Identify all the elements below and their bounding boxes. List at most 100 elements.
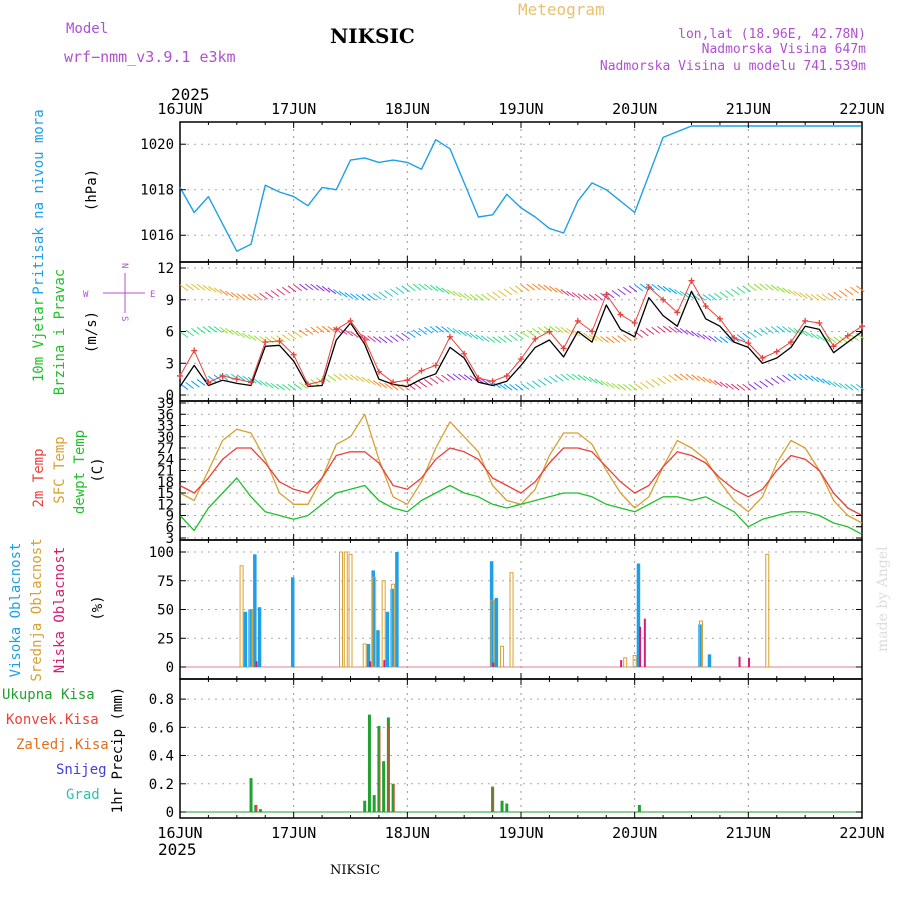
wind-barb: [634, 383, 643, 390]
wind-barb: [742, 285, 751, 293]
wind-barb: [492, 381, 501, 389]
wind-barb: [372, 380, 382, 387]
wind-barb: [685, 329, 695, 337]
wind-barb: [407, 331, 416, 338]
wind-barb: [657, 326, 666, 333]
y-tick-label: 3: [166, 356, 174, 372]
cloud-mid-bar: [391, 583, 396, 668]
wind-barb: [276, 335, 285, 343]
wind-barb: [407, 383, 416, 390]
cloud-high-bar: [707, 654, 712, 667]
wind-barb: [321, 285, 331, 293]
wind-barb: [270, 382, 280, 390]
wind-barb: [361, 376, 371, 384]
wind-ylabel: (m/s): [84, 311, 100, 353]
wind-barb: [742, 383, 751, 391]
wind-barb: [338, 290, 348, 298]
wind-barb: [821, 378, 831, 386]
wind-barb: [583, 332, 592, 340]
cloud-high-bar: [395, 552, 399, 667]
wind-barb: [804, 293, 814, 301]
wind-barb: [679, 327, 689, 335]
wind-barb: [446, 289, 456, 296]
wind-barb: [674, 373, 683, 381]
wind-barb: [532, 327, 541, 335]
y-tick-label: 9: [166, 293, 174, 309]
wind-barb: [412, 283, 422, 291]
wind-barb: [526, 329, 535, 337]
wind-barb: [628, 285, 638, 293]
y-tick-label: 33: [157, 419, 174, 435]
wind-barb: [827, 380, 837, 387]
cloud-mid-bar: [239, 565, 244, 668]
wind-barb: [708, 335, 717, 343]
wind-compass: N W E S: [83, 263, 155, 321]
wind-barb: [651, 326, 661, 334]
cloud-high-bar: [636, 563, 641, 667]
wind-barb: [509, 384, 518, 391]
wind-barb: [725, 336, 734, 343]
cloud-high-bar: [290, 577, 295, 667]
wind-barb: [344, 292, 354, 299]
cloud-low-bar: [255, 661, 258, 667]
wind-barb: [304, 283, 314, 291]
cloud-high-bar: [385, 611, 390, 667]
y-tick-label: 24: [157, 452, 174, 468]
wind-barb: [497, 382, 507, 390]
day-label-top: 17JUN: [271, 100, 316, 118]
wind-barb: [372, 292, 382, 300]
wind-barb: [429, 284, 439, 292]
precip-total-bar: [249, 778, 253, 812]
wind-barb: [600, 380, 609, 387]
wind-barb: [679, 290, 689, 298]
precip-total-bar: [363, 800, 367, 812]
wind-barb: [350, 374, 359, 382]
wind-speed-line: [179, 290, 863, 388]
wind-barb: [219, 289, 229, 296]
wind-barb: [316, 284, 325, 292]
wind-barb: [497, 290, 507, 297]
wind-barb: [509, 286, 518, 294]
wind-barb: [202, 326, 212, 333]
wind-barb: [526, 283, 535, 291]
wind-barb: [833, 291, 842, 299]
cloud-low-bar: [620, 660, 623, 667]
footer-station: NIKSIC: [330, 863, 380, 878]
wind-barb: [242, 293, 251, 301]
wind-barb: [748, 284, 757, 292]
y-tick-label: 0.8: [149, 692, 174, 708]
wind-barb: [389, 335, 399, 343]
wind-barb: [401, 332, 410, 340]
cloud-high-bar: [253, 554, 257, 667]
wind-barb: [299, 283, 308, 291]
precip-total-bar: [259, 809, 263, 812]
wind-barb: [458, 329, 467, 337]
wind-barb: [617, 288, 626, 296]
wind-barb: [543, 284, 553, 292]
wind-barb: [515, 332, 524, 340]
wind-barb: [685, 373, 695, 381]
day-label-top: 22JUN: [839, 100, 884, 118]
wind-barb: [674, 289, 683, 296]
y-tick-label: 1020: [140, 137, 174, 153]
wind-barb: [418, 380, 428, 388]
wind-barb: [725, 290, 734, 297]
cloud-low-bar: [383, 660, 386, 667]
y-tick-label: 0: [166, 660, 174, 676]
wind-barb: [668, 287, 678, 295]
cloud-high-bar: [371, 570, 375, 667]
wind-barb: [810, 375, 820, 383]
cloud-high-bar: [243, 611, 248, 667]
wind-barb: [810, 332, 820, 340]
wind-barb: [600, 292, 609, 300]
cloud-mid-bar: [623, 657, 628, 668]
wind-barb: [299, 329, 308, 337]
wind-barb: [219, 373, 229, 381]
wind-barb: [804, 374, 814, 382]
wind-barb: [361, 294, 371, 301]
wind-barb: [463, 331, 473, 338]
wind-barb: [770, 326, 780, 333]
cloud-title: Visoka Oblacnost: [8, 543, 24, 678]
wind-gust-marker: [177, 372, 183, 379]
wind-barb: [213, 287, 223, 295]
